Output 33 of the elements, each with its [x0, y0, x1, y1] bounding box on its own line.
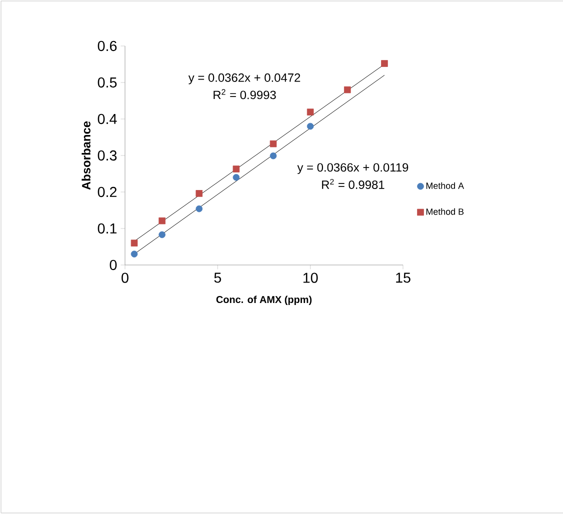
x-tick-label: 5: [214, 272, 222, 283]
x-tick-label: 10: [303, 272, 318, 283]
point: [381, 60, 388, 67]
point: [306, 122, 314, 130]
y-tick-label: 0.3: [98, 150, 117, 161]
y-axis-title: Absorbance: [82, 121, 90, 190]
y-tick-label: 0.4: [98, 114, 117, 124]
point: [306, 108, 314, 116]
point: [130, 240, 138, 246]
legend-label: Method B: [426, 208, 464, 215]
point: [196, 205, 203, 212]
point: [270, 140, 277, 148]
point: [130, 250, 138, 258]
x-axis-title: Conc. of AMX (ppm): [216, 296, 312, 306]
point: [158, 217, 166, 224]
annotation: y = 0.0366x + 0.0119: [297, 163, 408, 174]
point: [344, 86, 351, 94]
y-tick-label: 0.6: [98, 40, 117, 52]
x-tick-label: 15: [396, 272, 410, 283]
point: [232, 166, 240, 172]
point: [232, 174, 240, 181]
point: [196, 190, 203, 197]
y-tick-label: 0.2: [98, 186, 117, 198]
annotation: R$^{2}$ = 0.9981: [322, 178, 384, 189]
y-tick-label: 0: [110, 260, 117, 270]
annotation: R$^{2}$ = 0.9993: [214, 89, 276, 100]
point: [158, 231, 166, 238]
y-tick-label: 0.5: [98, 77, 117, 88]
annotation: y = 0.0362x + 0.0472: [188, 73, 300, 84]
legend-label: Method A: [426, 182, 464, 189]
y-tick-label: 0.1: [98, 223, 117, 234]
x-tick-label: 0: [122, 272, 128, 283]
point: [270, 152, 277, 160]
